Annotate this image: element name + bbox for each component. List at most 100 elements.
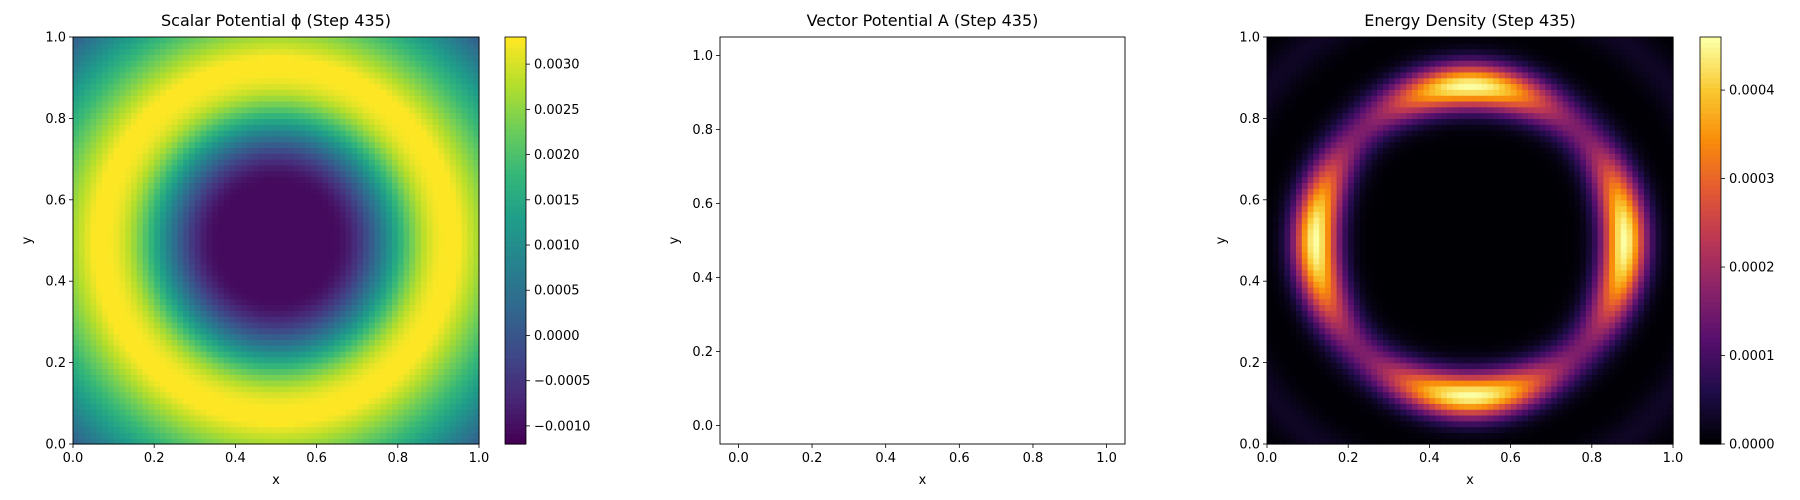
heatmap-cell bbox=[473, 234, 480, 242]
heatmap-cell bbox=[107, 275, 115, 282]
heatmap-cell bbox=[154, 153, 161, 160]
heatmap-cell bbox=[438, 409, 445, 416]
heatmap-cell bbox=[305, 287, 312, 294]
heatmap-cell bbox=[287, 135, 294, 143]
heatmap-cell bbox=[380, 48, 387, 56]
heatmap-cell bbox=[392, 310, 399, 317]
heatmap-cell bbox=[363, 240, 370, 247]
heatmap-cell bbox=[113, 374, 120, 381]
heatmap-cell bbox=[339, 368, 347, 375]
heatmap-cell bbox=[455, 100, 463, 108]
heatmap-cell bbox=[177, 269, 184, 276]
heatmap-cell bbox=[218, 124, 225, 131]
heatmap-cell bbox=[357, 316, 364, 323]
heatmap-cell bbox=[421, 95, 428, 102]
heatmap-cell bbox=[73, 362, 80, 370]
heatmap-cell bbox=[223, 391, 231, 399]
colorbar-segment bbox=[505, 276, 526, 282]
heatmap-cell bbox=[171, 141, 178, 149]
heatmap-cell bbox=[421, 228, 428, 236]
heatmap-cell bbox=[386, 159, 393, 166]
heatmap-cell bbox=[241, 391, 248, 399]
heatmap-cell bbox=[102, 112, 109, 119]
heatmap-cell bbox=[183, 106, 190, 114]
heatmap-cell bbox=[293, 385, 300, 393]
heatmap-cell bbox=[84, 409, 91, 416]
heatmap-cell bbox=[299, 37, 306, 44]
heatmap-cell bbox=[264, 298, 271, 306]
heatmap-cell bbox=[270, 316, 277, 323]
heatmap-cell bbox=[189, 426, 196, 433]
heatmap-cell bbox=[258, 409, 265, 416]
heatmap-cell bbox=[200, 240, 207, 247]
heatmap-cell bbox=[264, 287, 271, 294]
heatmap-cell bbox=[432, 374, 439, 381]
heatmap-cell bbox=[368, 356, 376, 364]
heatmap-cell bbox=[235, 95, 242, 102]
heatmap-cell bbox=[334, 420, 341, 428]
heatmap-cell bbox=[102, 391, 109, 399]
heatmap-cell bbox=[403, 426, 410, 433]
heatmap-cell bbox=[293, 333, 300, 340]
heatmap-cell bbox=[386, 252, 393, 259]
heatmap-cell bbox=[136, 66, 144, 73]
heatmap-cells bbox=[73, 37, 480, 445]
heatmap-cell bbox=[374, 275, 381, 282]
heatmap-cell bbox=[148, 380, 155, 387]
heatmap-cell bbox=[84, 240, 91, 247]
heatmap-cell bbox=[160, 89, 167, 96]
heatmap-cell bbox=[102, 228, 109, 236]
heatmap-cell bbox=[78, 240, 86, 247]
heatmap-cell bbox=[131, 409, 138, 416]
heatmap-cell bbox=[136, 269, 144, 276]
heatmap-cell bbox=[119, 66, 126, 73]
heatmap-cell bbox=[247, 199, 254, 207]
heatmap-cell bbox=[96, 269, 103, 276]
heatmap-cell bbox=[345, 170, 352, 178]
heatmap-cell bbox=[380, 281, 387, 288]
heatmap-cell bbox=[177, 100, 184, 108]
heatmap-cell bbox=[84, 164, 91, 172]
heatmap-cell bbox=[276, 228, 283, 236]
heatmap-cell bbox=[73, 89, 80, 96]
heatmap-cell bbox=[119, 130, 126, 137]
heatmap-cell bbox=[229, 164, 236, 172]
heatmap-cell bbox=[438, 223, 445, 230]
heatmap-cell bbox=[380, 159, 387, 166]
heatmap-cell bbox=[438, 153, 445, 160]
heatmap-cell bbox=[102, 188, 109, 195]
heatmap-cell bbox=[368, 37, 376, 44]
heatmap-cell bbox=[252, 37, 260, 44]
heatmap-cell bbox=[444, 333, 451, 340]
heatmap-cell bbox=[270, 217, 277, 224]
heatmap-cell bbox=[107, 304, 115, 311]
heatmap-cell bbox=[252, 403, 260, 410]
heatmap-cell bbox=[473, 95, 480, 102]
heatmap-cell bbox=[363, 391, 370, 399]
heatmap-cell bbox=[165, 37, 173, 44]
heatmap-cell bbox=[119, 281, 126, 288]
heatmap-cell bbox=[189, 77, 196, 85]
heatmap-cell bbox=[334, 228, 341, 236]
heatmap-cell bbox=[334, 71, 341, 79]
heatmap-cell bbox=[136, 403, 144, 410]
heatmap-cell bbox=[386, 298, 393, 306]
heatmap-cell bbox=[206, 228, 213, 236]
heatmap-cell bbox=[421, 141, 428, 149]
heatmap-cell bbox=[299, 95, 306, 102]
heatmap-cell bbox=[206, 397, 213, 404]
heatmap-cell bbox=[102, 246, 109, 253]
heatmap-cell bbox=[148, 159, 155, 166]
heatmap-cell bbox=[96, 316, 103, 323]
heatmap-cell bbox=[148, 217, 155, 224]
heatmap-cell bbox=[90, 310, 97, 317]
heatmap-cell bbox=[142, 275, 149, 282]
heatmap-cell bbox=[421, 130, 428, 137]
heatmap-cell bbox=[461, 95, 468, 102]
heatmap-cell bbox=[403, 362, 410, 370]
heatmap-cell bbox=[160, 292, 167, 300]
heatmap-cell bbox=[102, 54, 109, 61]
colorbar-segment bbox=[505, 123, 526, 130]
heatmap-cell bbox=[357, 118, 364, 125]
heatmap-cell bbox=[380, 118, 387, 125]
